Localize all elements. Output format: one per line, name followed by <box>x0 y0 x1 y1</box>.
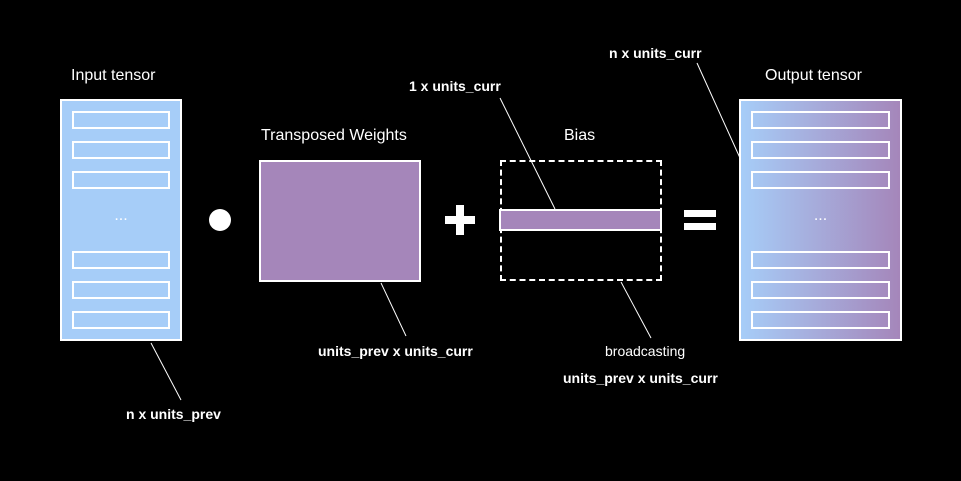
broadcast-leader-line <box>620 281 652 339</box>
input-row <box>72 111 170 129</box>
broadcast-dim-label: units_prev x units_curr <box>563 370 718 386</box>
output-leader-line <box>696 62 741 159</box>
input-row <box>72 141 170 159</box>
output-row <box>751 141 890 159</box>
input-tensor-title: Input tensor <box>71 67 156 84</box>
bias-dim-label: 1 x units_curr <box>409 78 501 94</box>
output-ellipsis: ... <box>813 207 828 224</box>
input-row <box>72 311 170 329</box>
broadcast-label: broadcasting <box>605 343 686 359</box>
equals-icon-lower <box>684 223 716 230</box>
bias-title: Bias <box>564 127 596 144</box>
output-row <box>751 251 890 269</box>
weights-dim-label: units_prev x units_curr <box>318 343 473 359</box>
input-ellipsis: ... <box>114 207 128 224</box>
output-row <box>751 171 890 189</box>
output-row <box>751 281 890 299</box>
input-row <box>72 251 170 269</box>
weights-matrix <box>259 160 421 282</box>
input-tensor: ... <box>60 99 182 341</box>
output-row <box>751 311 890 329</box>
dot-product-icon <box>209 209 231 231</box>
input-row <box>72 281 170 299</box>
weights-title: Transposed Weights <box>261 127 407 144</box>
bias-vector <box>499 209 662 231</box>
output-dim-label: n x units_curr <box>609 45 702 61</box>
bias-leader-line <box>499 97 556 210</box>
output-tensor-title: Output tensor <box>765 67 862 84</box>
equals-icon <box>684 210 716 217</box>
output-tensor: ... <box>739 99 902 341</box>
input-leader-line <box>150 342 182 401</box>
plus-icon-vertical <box>456 205 464 235</box>
input-row <box>72 171 170 189</box>
input-dim-label: n x units_prev <box>126 406 221 422</box>
weights-leader-line <box>380 282 407 337</box>
output-row <box>751 111 890 129</box>
